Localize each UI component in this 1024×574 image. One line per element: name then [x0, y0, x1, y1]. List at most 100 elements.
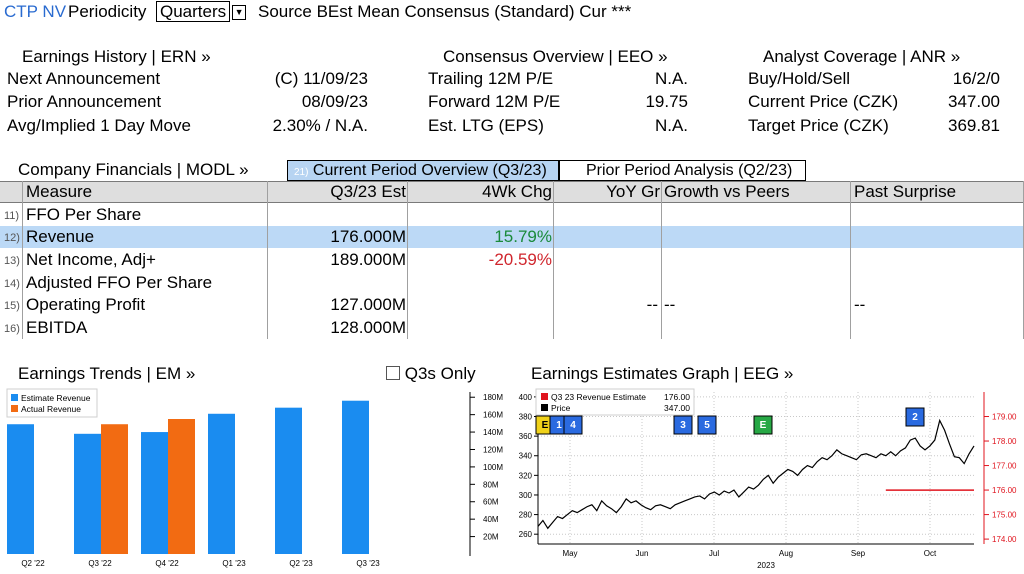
chart-legend: Estimate Revenue Actual Revenue: [6, 388, 98, 418]
event-marker[interactable]: 4: [563, 415, 583, 435]
row-number: 15): [4, 300, 20, 312]
consensus-label: Trailing 12M P/E: [428, 69, 554, 88]
col-header-measure[interactable]: Measure: [26, 182, 93, 201]
periodicity-label: Periodicity: [68, 2, 147, 21]
table-cell-surprise: --: [854, 295, 866, 314]
y-left-tick-label: 320: [519, 471, 533, 480]
y-tick-label: 140M: [483, 428, 503, 437]
y-left-tick-label: 260: [519, 530, 533, 539]
x-tick-label: Jul: [709, 549, 719, 558]
table-row-measure[interactable]: Revenue: [26, 227, 95, 246]
col-header-peers[interactable]: Growth vs Peers: [664, 182, 790, 201]
event-label: 2: [912, 412, 918, 423]
event-marker[interactable]: 3: [673, 415, 693, 435]
selected-row-highlight: [0, 226, 1024, 248]
event-label: 1: [556, 420, 562, 431]
analyst-label: Target Price (CZK): [748, 116, 889, 135]
table-row-measure[interactable]: EBITDA: [26, 318, 88, 337]
event-marker[interactable]: E: [753, 415, 773, 435]
legend-label-actual: Actual Revenue: [21, 404, 81, 414]
earnings-history-title[interactable]: Earnings History | ERN »: [22, 47, 211, 66]
consensus-overview-title[interactable]: Consensus Overview | EEO »: [443, 47, 668, 66]
table-cell-peers: --: [664, 295, 676, 314]
table-row-measure[interactable]: Adjusted FFO Per Share: [26, 273, 213, 292]
row-number: 14): [4, 278, 20, 290]
analyst-coverage-title[interactable]: Analyst Coverage | ANR »: [763, 47, 961, 66]
legend-swatch-actual: [11, 405, 18, 412]
event-label: E: [542, 420, 549, 431]
col-header-est[interactable]: Q3/23 Est: [330, 182, 406, 201]
legend-swatch-price: [541, 404, 548, 411]
x-tick-label: Jun: [636, 549, 649, 558]
legend-box: [6, 388, 98, 418]
y-tick-label: 100M: [483, 463, 503, 472]
earnings-trends-chart: 20M 40M 60M 80M 100M 120M 140M 160M 180M Q2 '22 Q…: [6, 388, 503, 568]
company-financials-title[interactable]: Company Financials | MODL »: [18, 160, 249, 179]
event-marker[interactable]: 2: [905, 407, 925, 427]
checkbox-label: Q3s Only: [404, 364, 476, 383]
table-row-measure[interactable]: Operating Profit: [26, 295, 146, 314]
y-left-tick-label: 400: [519, 393, 533, 402]
table-row-measure[interactable]: Net Income, Adj+: [26, 250, 156, 269]
legend-label-estimate: Estimate Revenue: [21, 393, 91, 403]
tab-current-period[interactable]: 21) Current Period Overview (Q3/23): [287, 160, 559, 181]
legend-box: [535, 388, 695, 416]
chart-legend: Q3 23 Revenue Estimate 176.00 Price 347.…: [535, 388, 695, 416]
earnings-estimates-chart: 260 280 300 320 340 360 380 400 May Jun Jul Aug Sep O…: [519, 388, 1017, 570]
legend-label-price: Price: [551, 403, 571, 413]
analyst-label: Buy/Hold/Sell: [748, 69, 851, 88]
col-header-chg[interactable]: 4Wk Chg: [482, 182, 552, 201]
tab-prior-period[interactable]: Prior Period Analysis (Q2/23): [559, 160, 806, 181]
legend-label-estimate: Q3 23 Revenue Estimate: [551, 392, 646, 402]
row-number: 11): [4, 210, 20, 222]
y-right-tick-label: 176.00: [992, 486, 1017, 495]
bar-estimate-revenue: [342, 400, 369, 554]
table-cell-yoy: --: [646, 295, 658, 314]
ticker-label[interactable]: CTP NV: [4, 2, 67, 21]
table-cell-est: 127.000M: [330, 295, 406, 314]
legend-value-estimate: 176.00: [664, 392, 690, 402]
earnings-history-label: Prior Announcement: [7, 92, 162, 111]
checkbox-box[interactable]: [386, 366, 400, 380]
earnings-history-value: (C) 11/09/23: [274, 69, 368, 88]
y-right-tick-label: 178.00: [992, 437, 1017, 446]
periodicity-value[interactable]: Quarters: [156, 1, 231, 22]
x-tick-label: Q2 '23: [289, 559, 313, 568]
earnings-estimates-graph-title[interactable]: Earnings Estimates Graph | EEG »: [531, 364, 794, 383]
row-number: 12): [4, 232, 20, 244]
col-header-surprise[interactable]: Past Surprise: [854, 182, 957, 201]
table-cell-chg: -20.59%: [488, 250, 552, 269]
row-number: 16): [4, 323, 20, 335]
periodicity-dropdown[interactable]: Quarters ▼: [156, 1, 247, 22]
y-left-tick-label: 280: [519, 511, 533, 520]
event-marker[interactable]: 5: [697, 415, 717, 435]
y-right-tick-label: 179.00: [992, 413, 1017, 422]
price-series-line: [537, 418, 975, 530]
financials-table: Measure Q3/23 Est 4Wk Chg YoY Gr Growth …: [0, 181, 1024, 339]
legend-swatch-estimate: [11, 394, 18, 401]
analyst-value: 369.81: [948, 116, 1000, 135]
bar-estimate-revenue: [208, 413, 235, 554]
table-cell-est: 128.000M: [330, 318, 406, 337]
legend-swatch-estimate: [541, 393, 548, 400]
x-tick-label: Q1 '23: [222, 559, 246, 568]
source-label: Source BEst Mean Consensus (Standard) Cu…: [258, 2, 632, 21]
y-right-tick-label: 177.00: [992, 462, 1017, 471]
event-label: E: [760, 420, 767, 431]
event-label: 3: [680, 420, 686, 431]
y-right-tick-label: 175.00: [992, 511, 1017, 520]
table-row-measure[interactable]: FFO Per Share: [26, 205, 142, 224]
col-header-yoy[interactable]: YoY Gr: [606, 182, 660, 201]
x-tick-label: Q3 '22: [88, 559, 112, 568]
earnings-trends-title[interactable]: Earnings Trends | EM »: [18, 364, 196, 383]
bar-estimate-revenue: [74, 433, 101, 554]
earnings-history-value: 08/09/23: [301, 92, 368, 111]
earnings-history-label: Avg/Implied 1 Day Move: [7, 116, 191, 135]
legend-value-price: 347.00: [664, 403, 690, 413]
x-tick-label: Q4 '22: [155, 559, 179, 568]
event-label: 5: [704, 420, 710, 431]
chevron-down-icon[interactable]: ▼: [232, 5, 247, 21]
x-axis-year-label: 2023: [757, 561, 775, 570]
table-header: [0, 181, 1024, 203]
q3s-only-checkbox[interactable]: Q3s Only: [386, 364, 476, 384]
